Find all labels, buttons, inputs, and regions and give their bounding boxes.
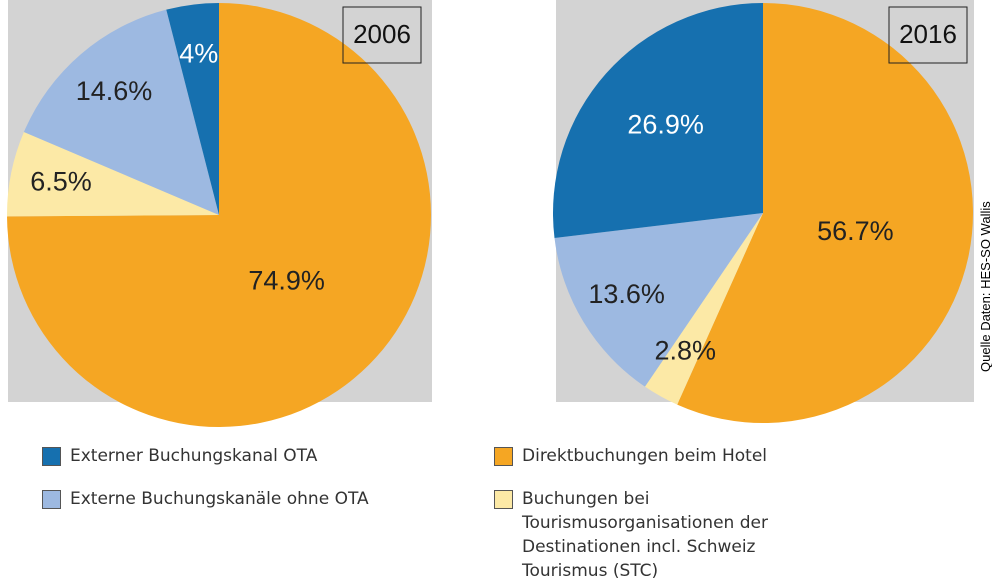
chart: 74.9% 6.5% 14.6% 4% 2006 56.7% 2.8% 13.6% 26.9% 2… [7,0,992,428]
source-note: Quelle Daten: HES-SO Wallis [978,201,992,372]
page: {"chart_data": [ {"type": "pie", "title"… [7,0,992,581]
legend-label: Externer Buchungskanal OTA [70,446,318,466]
pie-slice [23,9,220,215]
pie-slice [677,3,974,424]
legend-item: Externer Buchungskanal OTA [42,444,317,468]
year-box [888,6,968,64]
legend-swatch [42,447,61,466]
legend-label: Buchungen bei Tourismusorganisationen de… [522,489,768,581]
pie-slice [7,132,219,217]
chart-title: 2006 [353,19,411,49]
legend-label: Direktbuchungen beim Hotel [522,446,768,466]
legend-item: Externe Buchungskanäle ohne OTA [42,487,369,511]
pie-slice [552,3,763,239]
chart-title: 2016 [899,19,957,49]
legend-item: Buchungen bei Tourismusorganisationen de… [494,487,794,583]
legend-item: Direktbuchungen beim Hotel [494,444,767,468]
legend-label: Externe Buchungskanäle ohne OTA [70,489,369,509]
data-label: 56.7% [817,216,894,246]
year-box [342,6,422,64]
data-label: 2.8% [654,335,716,365]
data-label: 13.6% [588,279,665,309]
pie-slice [554,213,763,387]
data-label: 26.9% [627,110,704,140]
data-label: 6.5% [30,166,92,196]
data-label: 4% [179,38,218,68]
data-label: 74.9% [248,265,325,295]
pie-slice [166,2,219,215]
pie-slice [644,213,763,405]
legend-swatch [494,447,513,466]
legend-swatch [494,490,513,509]
data-label: 14.6% [76,76,153,106]
legend-swatch [42,490,61,509]
pie-slice [7,3,432,428]
